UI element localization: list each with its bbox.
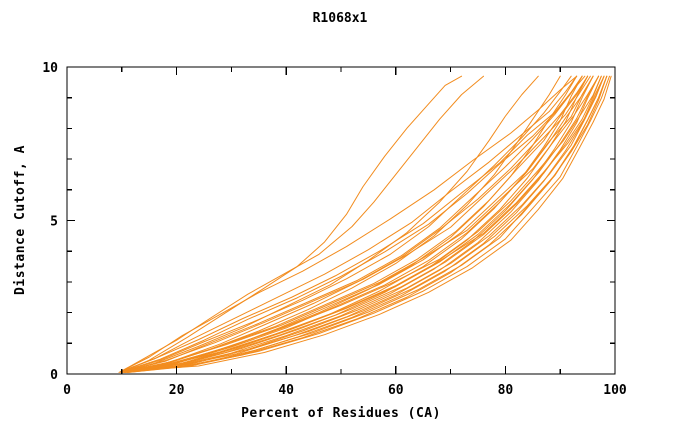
data-curve [124, 75, 591, 373]
x-tick-label: 60 [388, 383, 404, 398]
x-tick-label: 0 [63, 383, 71, 398]
data-curve [126, 75, 602, 372]
data-curves-layer [118, 75, 612, 373]
x-tick-label: 100 [603, 383, 627, 398]
data-curve [121, 75, 589, 373]
data-curve [126, 75, 605, 373]
y-tick-label: 0 [50, 368, 58, 383]
data-curve [126, 75, 602, 373]
data-curve [126, 75, 589, 373]
data-curve [120, 75, 463, 373]
data-curve [124, 75, 600, 373]
data-curve [129, 75, 612, 372]
data-curve [118, 75, 484, 373]
y-tick-label: 10 [42, 61, 58, 76]
y-axis-label: Distance Cutoff, A [13, 145, 28, 295]
data-curve [124, 75, 594, 373]
x-tick-label: 80 [498, 383, 514, 398]
y-tick-label: 5 [50, 215, 58, 230]
data-curve [129, 75, 611, 373]
x-axis-label: Percent of Residues (CA) [241, 406, 441, 421]
data-curve [121, 75, 583, 373]
data-curve [124, 75, 600, 373]
x-tick-label: 40 [278, 383, 294, 398]
data-curve [121, 75, 572, 373]
chart-title: R1068x1 [313, 11, 368, 26]
data-curve [121, 75, 578, 372]
data-curve [124, 75, 594, 373]
axis-ticks-layer [66, 66, 616, 375]
data-curve [121, 75, 578, 373]
data-curve [121, 75, 586, 373]
x-tick-label: 20 [169, 383, 185, 398]
axis-tick-labels-layer: 0 20 40 60 80 100 0 5 10 [42, 61, 627, 398]
data-curve [124, 75, 600, 373]
data-curve [129, 75, 608, 373]
data-curve [121, 75, 583, 372]
